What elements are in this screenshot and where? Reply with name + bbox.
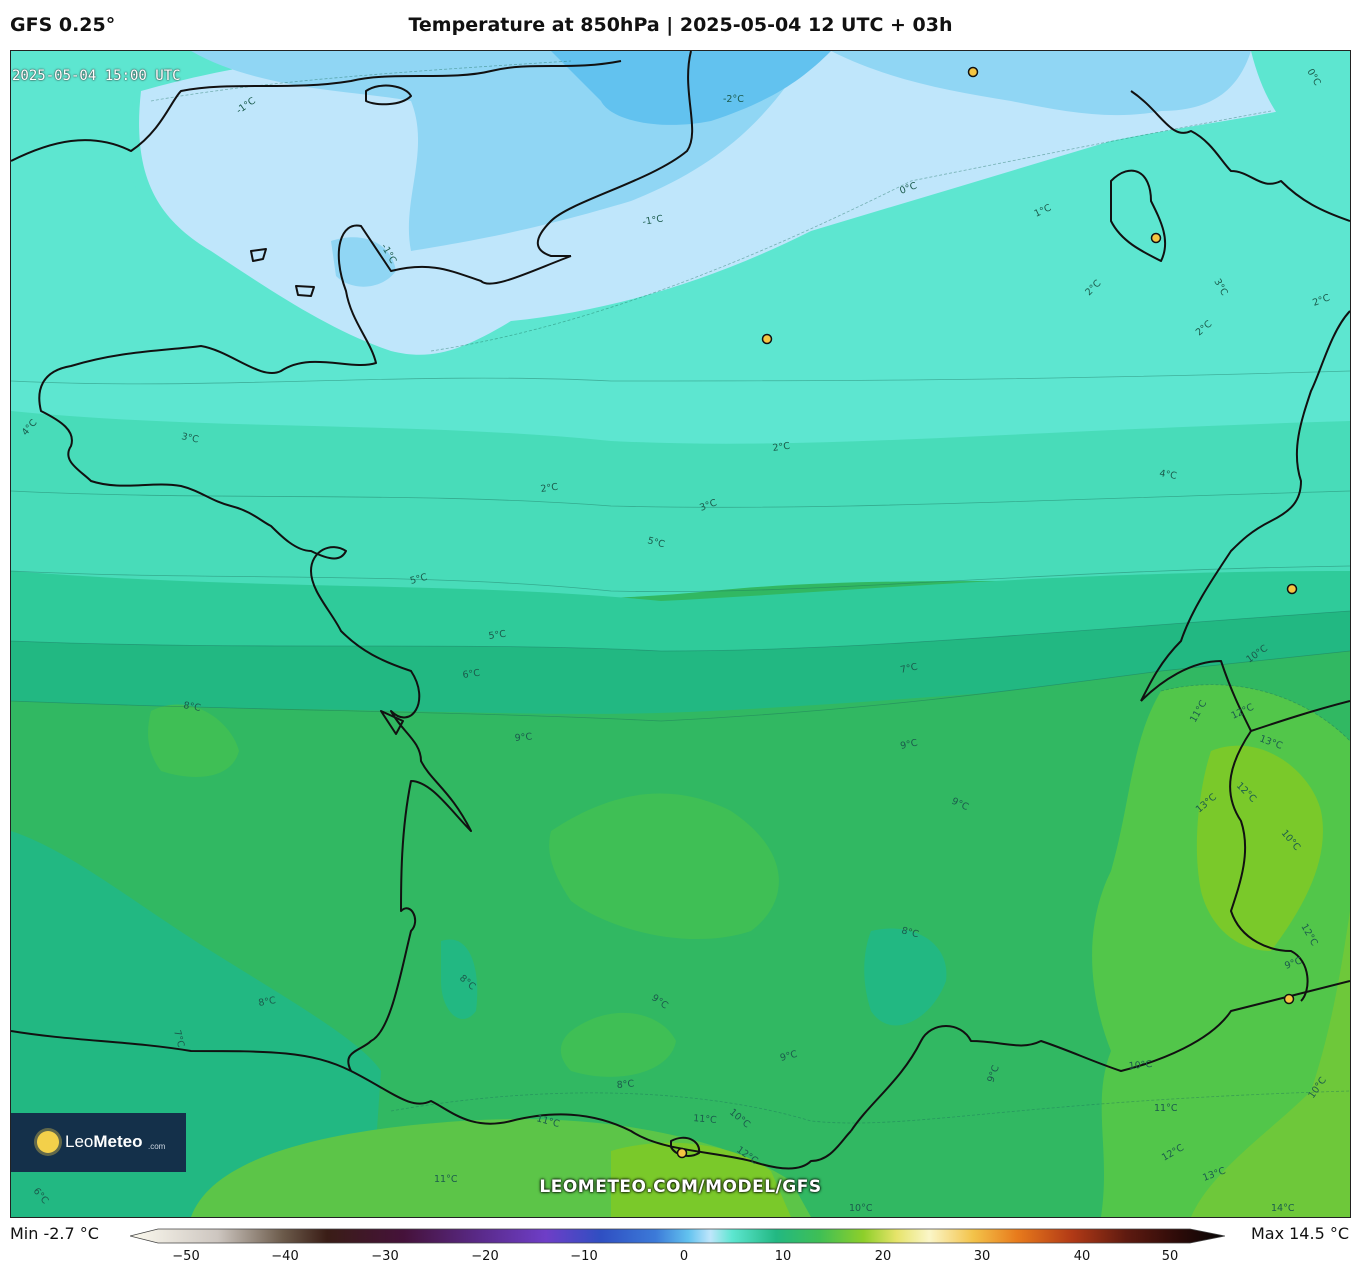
- patch-8-cool-west: [441, 939, 478, 1020]
- colorbar-tick: −30: [371, 1249, 399, 1264]
- contour-label: 10°C: [849, 1203, 873, 1214]
- patch-9-south: [560, 1012, 676, 1077]
- colorbar-tick: 20: [874, 1249, 892, 1264]
- contour-label: 10°C: [1128, 1059, 1153, 1072]
- band-green-c: [11, 611, 1350, 714]
- channel-island: [250, 248, 267, 262]
- aqua-nw: [11, 51, 141, 201]
- max-label: Max 14.5 °C: [1250, 1224, 1349, 1243]
- andorra: [670, 1136, 701, 1157]
- colorbar-tick: 0: [679, 1249, 689, 1264]
- colorbar-tick: 30: [973, 1249, 991, 1264]
- city-marker: [1283, 993, 1295, 1005]
- coastlines-and-borders: [11, 51, 1350, 1170]
- contour-label: 8°C: [258, 995, 277, 1009]
- contour-label: 2°C: [772, 441, 791, 454]
- german-border: [1140, 310, 1350, 702]
- contour-label: 2°C: [540, 482, 559, 495]
- spain-border: [350, 1070, 852, 1170]
- city-marker: [967, 66, 979, 78]
- contour-label: 7°C: [171, 1029, 186, 1049]
- contour-label: -1°C: [642, 213, 665, 228]
- contour-label: 5°C: [409, 572, 429, 587]
- contour-lines: [11, 60, 1350, 1124]
- contour-label: 11°C: [434, 1174, 458, 1185]
- contour-label: 8°C: [900, 925, 920, 940]
- colorbar-tick: 40: [1073, 1249, 1091, 1264]
- contour-label: 7°C: [899, 661, 919, 675]
- city-marker: [1150, 232, 1162, 244]
- channel-island-2: [295, 285, 315, 297]
- colorbar-body: [130, 1228, 1225, 1244]
- colorbar-tick: −10: [570, 1249, 598, 1264]
- valid-time: 2025-05-04 15:00 UTC: [12, 68, 181, 84]
- contour-label: 14°C: [1271, 1203, 1295, 1214]
- chart-title: Temperature at 850hPa | 2025-05-04 12 UT…: [408, 14, 953, 36]
- temperature-map[interactable]: -1°C -2°C 0°C -1°C -1°C 1°C 0°C 2°C 3°C …: [10, 50, 1351, 1218]
- contour-label: -2°C: [723, 94, 744, 105]
- patch-8-cool: [864, 928, 947, 1026]
- model-name: GFS 0.25°: [10, 14, 116, 36]
- colorbar-tick: −50: [172, 1249, 200, 1264]
- contour-label: 11°C: [1154, 1103, 1178, 1114]
- contour-label: 4°C: [1158, 468, 1177, 482]
- contour-label: 6°C: [462, 668, 481, 681]
- colorbar-tick: 50: [1161, 1249, 1179, 1264]
- contour-label: 5°C: [488, 629, 507, 642]
- leometeo-logo[interactable]: LeoMeteo .com: [11, 1113, 186, 1172]
- france-north-coast: [38, 224, 572, 1072]
- med-coast: [850, 980, 1350, 1132]
- contour-label: 11°C: [693, 1113, 718, 1126]
- patch-9-west: [148, 704, 239, 777]
- aqua-ne: [1251, 51, 1350, 171]
- colorbar-tick: 10: [774, 1249, 792, 1264]
- contour-label: 9°C: [899, 737, 919, 751]
- lux-border: [1110, 169, 1167, 262]
- isle-wight: [365, 84, 412, 106]
- band-east-south-warm: [1191, 911, 1350, 1217]
- map-canvas: -1°C -2°C 0°C -1°C -1°C 1°C 0°C 2°C 3°C …: [11, 51, 1350, 1217]
- cold-zone-dark: [551, 51, 831, 125]
- contour-label: 8°C: [616, 1078, 635, 1091]
- min-label: Min -2.7 °C: [10, 1224, 99, 1243]
- contour-label: 5°C: [646, 535, 666, 550]
- cold-zone-west-pocket: [331, 237, 396, 287]
- contour-label: 8°C: [182, 700, 201, 714]
- colorbar-tick: −40: [271, 1249, 299, 1264]
- city-marker: [761, 333, 773, 345]
- colorbar: [130, 1228, 1225, 1244]
- swiss-border: [1140, 660, 1350, 732]
- sun-icon: [37, 1131, 59, 1153]
- band-east-warmer: [1196, 745, 1323, 951]
- colorbar-tick: −20: [471, 1249, 499, 1264]
- city-marker: [676, 1147, 688, 1159]
- contour-label: 9°C: [779, 1049, 799, 1064]
- ile-re: [380, 710, 404, 735]
- watermark-url: LEOMETEO.COM/MODEL/GFS: [539, 1177, 822, 1197]
- contour-label: 9°C: [514, 731, 533, 744]
- cold-zone-mid-east: [831, 51, 1251, 116]
- patch-9-centre: [549, 793, 779, 940]
- band-south-warmer: [611, 1142, 791, 1217]
- contour-label: 3°C: [180, 431, 200, 445]
- uk-south-coast: [11, 60, 622, 162]
- city-markers: [676, 66, 1298, 1159]
- city-marker: [1286, 583, 1298, 595]
- logo-domain: .com: [148, 1142, 166, 1151]
- italy-border: [1229, 730, 1309, 1002]
- belgium-border: [1130, 90, 1350, 222]
- spain-north-coast: [11, 1030, 352, 1072]
- logo-text: LeoMeteo: [65, 1132, 143, 1151]
- uk-east-coast: [536, 51, 694, 257]
